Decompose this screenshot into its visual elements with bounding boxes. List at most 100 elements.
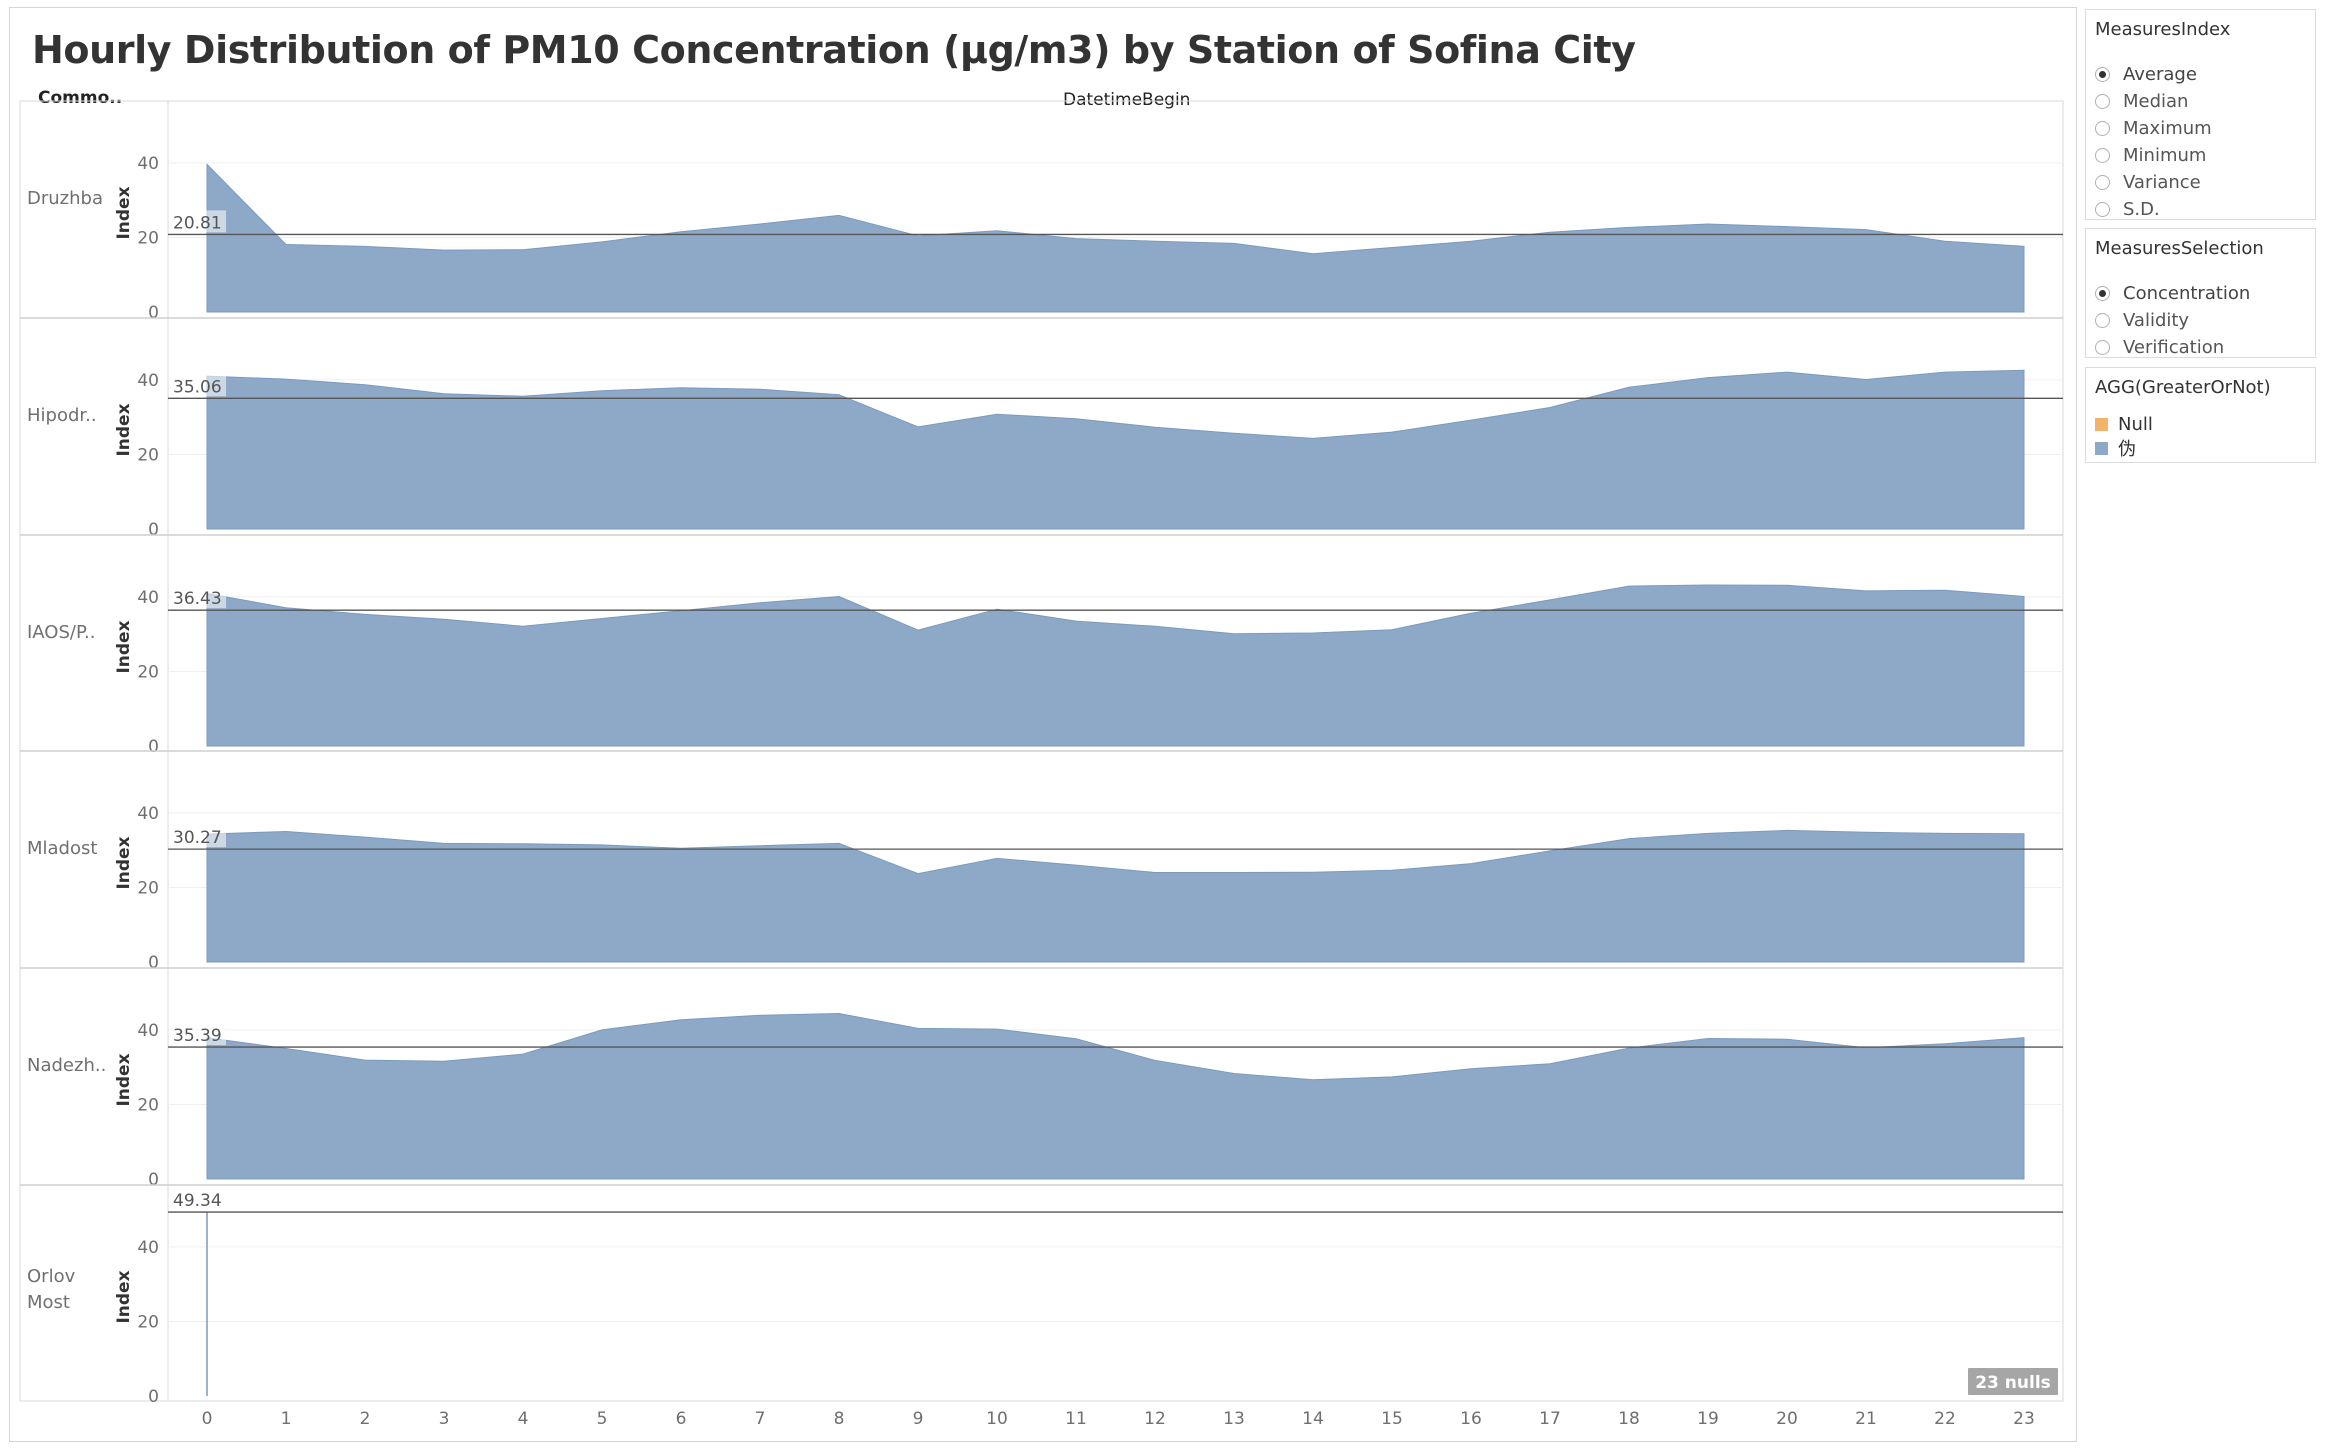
null-indicator-badge[interactable] — [1968, 1368, 2058, 1395]
area-series-mladost[interactable] — [206, 829, 2025, 963]
measures-index-option-maximum[interactable]: Maximum — [2095, 116, 2212, 141]
y-tick-label: 40 — [137, 588, 159, 608]
y-axis-title: Index — [114, 620, 134, 673]
area-series-nadezh[interactable] — [206, 1012, 2025, 1180]
y-tick-label: 40 — [137, 1238, 159, 1258]
station-label: Most — [27, 1292, 70, 1313]
y-tick-label: 20 — [137, 662, 159, 682]
x-tick-label: 19 — [1697, 1409, 1719, 1429]
y-tick-label: 20 — [137, 228, 159, 248]
station-label: Hipodr.. — [27, 405, 97, 426]
measures-index-option-median[interactable]: Median — [2095, 89, 2188, 114]
radio-button[interactable] — [2095, 175, 2110, 190]
radio-label: Concentration — [2123, 283, 2251, 304]
y-tick-label: 0 — [148, 737, 159, 757]
legend-title: AGG(GreaterOrNot) — [2095, 377, 2271, 398]
radio-button[interactable] — [2095, 340, 2110, 355]
reference-label-druzhba: 20.81 — [173, 213, 222, 233]
x-tick-label: 17 — [1539, 1409, 1561, 1429]
x-tick-label: 8 — [834, 1409, 845, 1429]
y-tick-label: 20 — [137, 1312, 159, 1332]
x-tick-label: 20 — [1776, 1409, 1798, 1429]
measures-index-filter: MeasuresIndex Average Median Maximum Minimu… — [2085, 9, 2316, 220]
chart-area: 02040IndexDruzhba20.8102040IndexHipodr..… — [19, 100, 2064, 1429]
x-tick-label: 1 — [281, 1409, 292, 1429]
x-tick-label: 2 — [360, 1409, 371, 1429]
measures-selection-option-concentration[interactable]: Concentration — [2095, 281, 2250, 306]
x-tick-label: 15 — [1381, 1409, 1403, 1429]
legend-swatch — [2095, 417, 2108, 431]
reference-label-bg — [170, 210, 226, 233]
x-tick-label: 3 — [439, 1409, 450, 1429]
y-axis-title: Index — [114, 403, 134, 456]
y-axis-title: Index — [114, 836, 134, 889]
measures-index-option-average[interactable]: Average — [2095, 62, 2197, 87]
x-tick-label: 9 — [913, 1409, 924, 1429]
chart-title: Hourly Distribution of PM10 Concentratio… — [32, 28, 1636, 72]
y-tick-label: 40 — [137, 804, 159, 824]
station-label: Orlov — [27, 1266, 76, 1287]
station-label: Druzhba — [27, 188, 103, 209]
radio-label: Average — [2123, 64, 2197, 85]
radio-button[interactable] — [2095, 313, 2110, 328]
x-tick-label: 16 — [1460, 1409, 1482, 1429]
station-label: IAOS/P.. — [27, 622, 95, 643]
x-tick-label: 7 — [755, 1409, 766, 1429]
y-tick-label: 0 — [148, 1387, 159, 1407]
reference-label-mladost: 30.27 — [173, 828, 222, 848]
radio-label: Minimum — [2123, 145, 2207, 166]
legend-label: 伪 — [2118, 439, 2136, 460]
x-tick-label: 21 — [1855, 1409, 1877, 1429]
radio-label: Variance — [2123, 172, 2201, 193]
x-tick-label: 23 — [2013, 1409, 2035, 1429]
measures-index-option-variance[interactable]: Variance — [2095, 170, 2201, 195]
radio-button[interactable] — [2095, 94, 2110, 109]
reference-label-orlov-most: 49.34 — [173, 1191, 222, 1211]
measures-index-title: MeasuresIndex — [2095, 19, 2231, 40]
radio-button[interactable] — [2095, 286, 2110, 301]
radio-button[interactable] — [2095, 148, 2110, 163]
radio-label: Validity — [2123, 310, 2190, 331]
area-series-iaos-p[interactable] — [206, 584, 2025, 747]
x-tick-label: 12 — [1144, 1409, 1166, 1429]
measures-selection-option-validity[interactable]: Validity — [2095, 308, 2189, 333]
color-legend: AGG(GreaterOrNot) Null 伪 — [2085, 367, 2316, 463]
reference-label-nadezh: 35.39 — [173, 1026, 222, 1046]
radio-button[interactable] — [2095, 121, 2110, 136]
radio-label: S.D. — [2123, 199, 2160, 220]
area-series-druzhba[interactable] — [206, 163, 2025, 313]
measures-index-option-s-d[interactable]: S.D. — [2095, 197, 2160, 222]
y-tick-label: 20 — [137, 878, 159, 898]
measures-index-option-minimum[interactable]: Minimum — [2095, 143, 2206, 168]
row-header-title: Commo.. — [38, 88, 123, 108]
y-tick-label: 40 — [137, 1021, 159, 1041]
legend-item[interactable]: 伪 — [2095, 436, 2136, 460]
y-tick-label: 0 — [148, 953, 159, 973]
legend-label: Null — [2118, 413, 2153, 435]
x-tick-label: 6 — [676, 1409, 687, 1429]
y-tick-label: 0 — [148, 1170, 159, 1190]
y-axis-title: Index — [114, 1053, 134, 1106]
station-label: Mladost — [27, 838, 97, 859]
radio-label: Verification — [2123, 337, 2225, 358]
x-tick-label: 4 — [518, 1409, 529, 1429]
legend-swatch — [2095, 441, 2108, 455]
reference-label-bg — [170, 374, 226, 397]
reference-label-bg — [170, 1023, 226, 1046]
station-label: Nadezh.. — [27, 1055, 106, 1076]
measures-selection-option-verification[interactable]: Verification — [2095, 335, 2224, 360]
legend-item[interactable]: Null — [2095, 412, 2153, 436]
reference-label-bg — [170, 586, 226, 609]
x-tick-label: 18 — [1618, 1409, 1640, 1429]
x-tick-label: 5 — [597, 1409, 608, 1429]
x-tick-label: 14 — [1302, 1409, 1324, 1429]
radio-button[interactable] — [2095, 202, 2110, 217]
radio-button[interactable] — [2095, 67, 2110, 82]
null-indicator-text: 23 nulls — [1975, 1373, 2051, 1393]
radio-label: Median — [2123, 91, 2189, 112]
y-tick-label: 0 — [148, 520, 159, 540]
y-tick-label: 40 — [137, 154, 159, 174]
x-tick-label: 11 — [1065, 1409, 1087, 1429]
area-series-hipodr[interactable] — [206, 369, 2025, 530]
y-tick-label: 20 — [137, 1095, 159, 1115]
